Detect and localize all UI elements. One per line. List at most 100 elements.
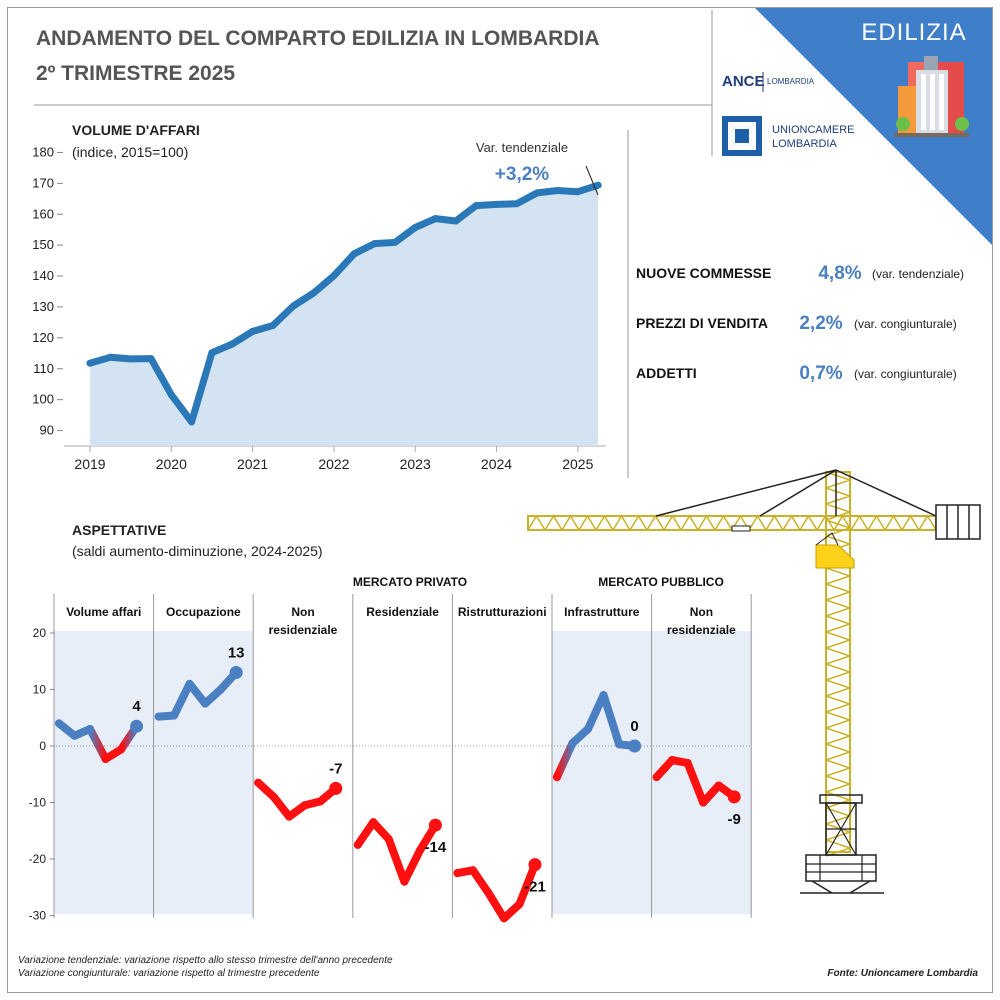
point-infrastrutture-5-1 (568, 739, 577, 748)
panel-shade-0 (54, 631, 154, 914)
kpi-note-addetti: (var. congiunturale) (854, 367, 957, 381)
y-tick-label-90: 90 (40, 423, 54, 438)
volume-point-3 (147, 355, 155, 363)
panel-name-5: Infrastrutture (564, 605, 640, 619)
x-tick-label-2021: 2021 (237, 456, 268, 472)
kpi-label-nuove-commesse: NUOVE COMMESSE (636, 265, 771, 281)
point-residenziale-3-3 (400, 877, 409, 886)
panel-name-0: Volume affari (66, 605, 141, 619)
volume-point-5 (188, 418, 196, 426)
series-residenziale-3-segment-3 (400, 846, 424, 886)
point-non-residenziale-6-1 (668, 756, 677, 765)
x-tick-label-2020: 2020 (156, 456, 187, 472)
page-title: ANDAMENTO DEL COMPARTO EDILIZIA IN LOMBA… (36, 27, 600, 50)
end-label-volume-affari-0: 4 (132, 698, 141, 715)
series-ristrutturazioni-4-segment-2 (484, 888, 508, 923)
series-infrastrutture-5-segment-2 (584, 691, 608, 733)
kpi-note-nuove-commesse: (var. tendenziale) (872, 267, 964, 281)
volume-point-12 (330, 272, 338, 280)
point-non-residenziale-6-4 (714, 781, 723, 790)
volume-point-17 (432, 215, 439, 223)
page-subtitle: 2º TRIMESTRE 2025 (36, 62, 235, 85)
volume-point-15 (391, 238, 399, 246)
kpi-value-prezzi-vendita: 2,2% (799, 313, 842, 334)
y-tick-label-180: 180 (32, 144, 54, 159)
point-occupazione-1-1 (170, 711, 179, 720)
point-ristrutturazioni-4-4 (515, 900, 524, 909)
aspettative-end-labels: 4 13 -7 -14 -21 0 -9 (132, 645, 740, 896)
panel-name-1: Occupazione (166, 605, 241, 619)
point-non-residenziale-2-0 (254, 778, 263, 787)
y-tick-label-170: 170 (32, 175, 54, 190)
end-label-infrastrutture-5: 0 (630, 718, 638, 735)
volume-point-2 (127, 355, 135, 363)
aspettative-y-axis: 20 10 0 -10 -20 -30 (29, 626, 55, 923)
point-volume-affari-0-0 (55, 719, 63, 728)
volume-point-11 (310, 289, 318, 297)
series-non-residenziale-6-segment-2 (683, 759, 708, 807)
kpi-note-prezzi-vendita: (var. congiunturale) (854, 317, 957, 331)
panel-name-2-line1: residenziale (269, 623, 338, 637)
ance-region: LOMBARDIA (767, 77, 815, 86)
series-ristrutturazioni-4-segment-1 (468, 866, 493, 897)
volume-point-21 (513, 200, 521, 208)
point-infrastrutture-5-3 (599, 691, 608, 700)
volume-point-4 (167, 391, 175, 399)
point-non-residenziale-6-5 (727, 790, 741, 804)
point-residenziale-3-2 (384, 835, 393, 844)
page-frame (7, 7, 993, 993)
aspettative-y-tick-20: 20 (33, 626, 47, 640)
aspettative-y-tick-0: 0 (39, 739, 46, 753)
point-volume-affari-0-4 (117, 745, 126, 754)
aspettative-chart-subtitle: (saldi aumento-diminuzione, 2024-2025) (72, 543, 323, 559)
volume-annotation-value: +3,2% (495, 164, 550, 185)
point-volume-affari-0-1 (70, 731, 79, 740)
point-residenziale-3-0 (353, 840, 362, 849)
kpi-value-nuove-commesse: 4,8% (818, 263, 861, 284)
point-volume-affari-0-2 (86, 725, 94, 733)
footer-note-tendenziale: Variazione tendenziale: variazione rispe… (18, 955, 393, 966)
series-volume-affari-0-segment-2 (86, 725, 110, 763)
point-non-residenziale-2-3 (300, 801, 309, 810)
group-label-public: MERCATO PUBBLICO (598, 575, 724, 589)
aspettative-panel-names: Volume affari Occupazione Non residenziale R… (66, 605, 736, 637)
panel-name-4: Ristrutturazioni (458, 605, 547, 619)
aspettative-y-tick--10: -10 (29, 796, 47, 810)
point-non-residenziale-2-2 (285, 812, 294, 821)
corner-label: EDILIZIA (861, 19, 966, 46)
footer-source: Fonte: Unioncamere Lombardia (827, 968, 978, 979)
volume-point-7 (228, 340, 236, 348)
series-occupazione-1-segment-2 (185, 679, 210, 708)
end-label-non-residenziale-2: -7 (329, 760, 342, 777)
point-infrastrutture-5-2 (584, 725, 592, 733)
series-non-residenziale-2-segment-1 (269, 792, 294, 821)
point-occupazione-1-4 (216, 685, 225, 694)
x-tick-label-2023: 2023 (400, 456, 431, 472)
buildings-icon (894, 56, 969, 137)
kpi-label-prezzi-vendita: PREZZI DI VENDITA (636, 315, 768, 331)
point-infrastrutture-5-0 (553, 773, 561, 782)
y-tick-label-140: 140 (32, 268, 54, 283)
end-label-residenziale-3: -14 (425, 839, 447, 856)
volume-point-0 (86, 359, 94, 367)
x-tick-label-2022: 2022 (318, 456, 349, 472)
y-tick-label-160: 160 (32, 206, 54, 221)
y-tick-label-130: 130 (32, 299, 54, 314)
series-ristrutturazioni-4-segment-4 (515, 860, 539, 909)
unioncamere-line1: UNIONCAMERE (772, 124, 855, 136)
crane-illustration (527, 469, 981, 894)
volume-point-10 (289, 302, 297, 310)
volume-chart-subtitle: (indice, 2015=100) (72, 144, 188, 160)
point-non-residenziale-2-4 (316, 797, 325, 806)
panel-name-6-line0: Non (690, 605, 713, 619)
point-residenziale-3-1 (369, 818, 378, 827)
volume-point-20 (493, 200, 500, 208)
point-occupazione-1-2 (185, 679, 194, 688)
point-ristrutturazioni-4-2 (484, 888, 493, 897)
point-ristrutturazioni-4-3 (500, 914, 508, 923)
y-tick-label-150: 150 (32, 237, 54, 252)
point-occupazione-1-3 (201, 699, 210, 708)
aspettative-series (55, 666, 741, 923)
volume-point-18 (452, 217, 460, 225)
